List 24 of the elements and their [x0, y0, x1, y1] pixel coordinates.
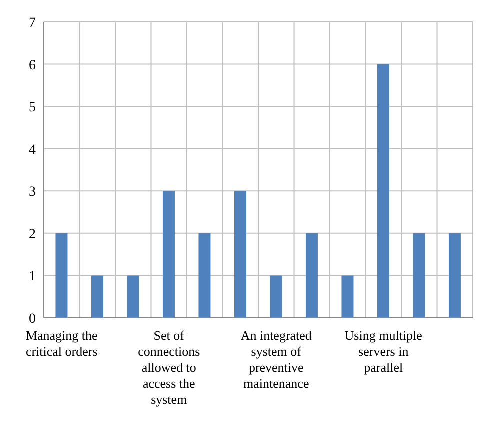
- bar: [234, 191, 246, 318]
- bar: [270, 276, 282, 318]
- x-tick-label: Using multiple servers in parallel: [344, 328, 423, 375]
- x-tick-label: Set of connections allowed to access the system: [138, 328, 200, 407]
- bar: [306, 233, 318, 318]
- bar: [342, 276, 354, 318]
- y-tick-label: 4: [29, 142, 36, 158]
- bar: [377, 64, 390, 318]
- y-tick-label: 7: [29, 16, 36, 31]
- y-tick-label: 6: [29, 58, 36, 74]
- x-tick-label: Managing the critical orders: [26, 328, 98, 359]
- bar: [413, 233, 426, 318]
- y-tick-label: 2: [29, 227, 36, 242]
- y-tick-label: 0: [29, 312, 36, 327]
- bar: [127, 276, 140, 318]
- bar: [448, 233, 461, 318]
- bar: [91, 276, 104, 318]
- y-tick-label: 1: [29, 270, 36, 285]
- x-tick-label: An integrated system of preventive maintenance: [240, 328, 312, 391]
- y-tick-label: 3: [29, 185, 36, 200]
- bar: [198, 233, 211, 318]
- bar: [56, 233, 68, 318]
- y-tick-label: 5: [29, 100, 36, 116]
- bar: [162, 191, 175, 318]
